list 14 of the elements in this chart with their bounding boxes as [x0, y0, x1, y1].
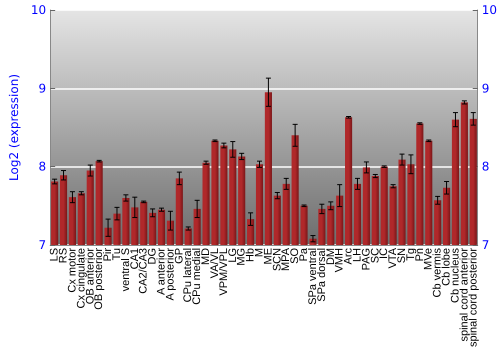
x-tick-label: A posterior	[164, 248, 176, 301]
x-tick-label: Tg	[404, 248, 417, 261]
y2-tick-label: 8	[482, 160, 490, 174]
x-tick-label: OB posterior	[93, 248, 106, 310]
y-axis-title: Log2 (expression)	[7, 74, 21, 181]
y2-tick-label: 9	[482, 81, 490, 96]
x-tick-label: M	[253, 248, 266, 258]
y-tick-label: 9	[38, 81, 46, 96]
x-tick-label: SPa dorsal	[316, 248, 328, 302]
y-tick-label: 10	[30, 3, 46, 17]
y-tick-label: 7	[38, 238, 46, 252]
y2-tick-label: 10	[482, 3, 498, 17]
y-tick-label: 8	[38, 160, 46, 174]
y2-tick-label: 7	[482, 238, 490, 252]
